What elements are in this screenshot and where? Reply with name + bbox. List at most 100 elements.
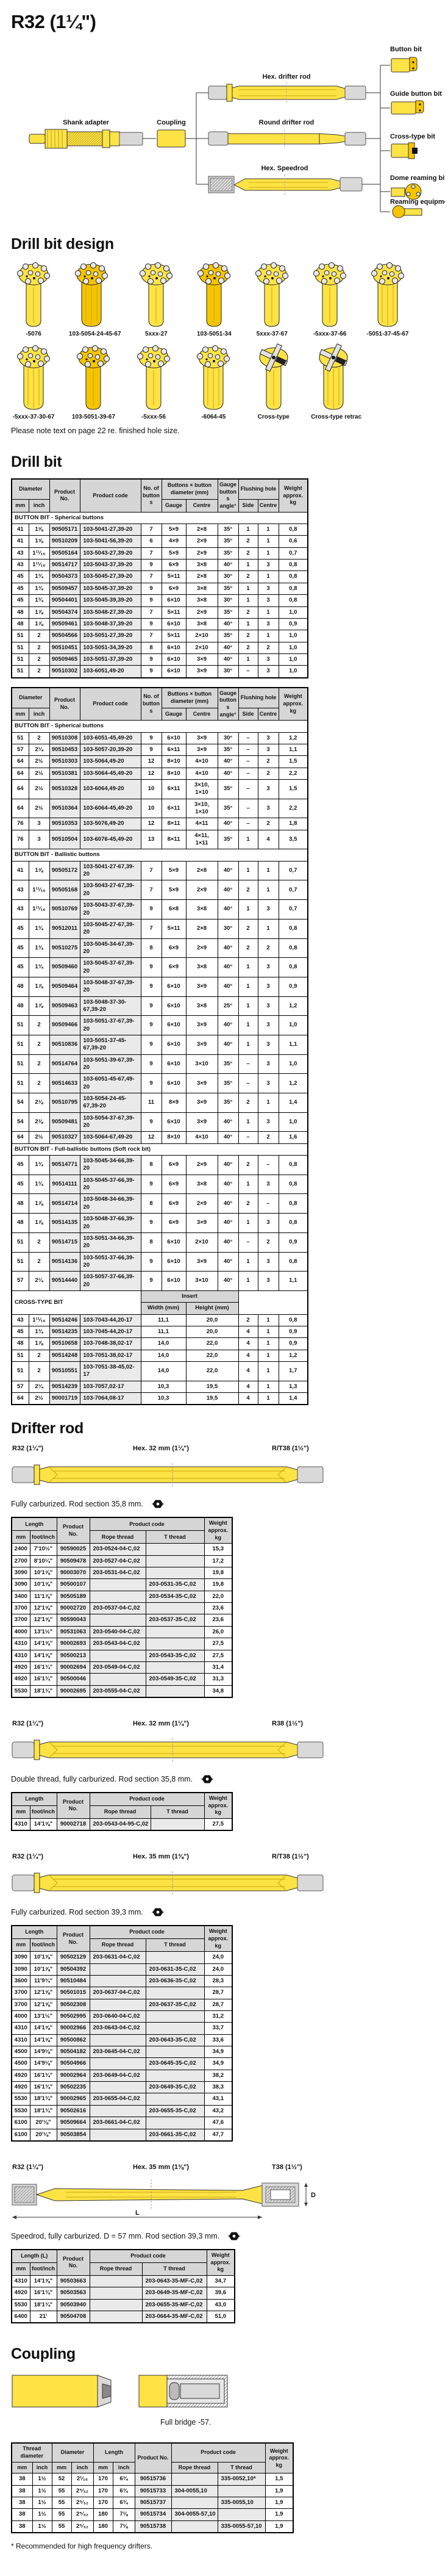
- table-cell: 3×9: [185, 665, 218, 678]
- table-cell: 103-5043-27,39-20: [79, 547, 141, 560]
- table-cell: 103-7057,02-17: [79, 1380, 141, 1394]
- table-row: 51 2 90510308 103-6051-45,49-20 9 6×10 3×9 30° –…: [11, 732, 308, 745]
- data-table: Length (L) Product No. Product code Weight …: [11, 2248, 236, 2324]
- table-cell: 0,8: [278, 1213, 308, 1233]
- table-cell: 30°: [217, 570, 239, 583]
- table-cell: [145, 1987, 205, 1999]
- table-cell: 4×11, 1×11: [185, 829, 218, 850]
- table-cell: –: [238, 767, 258, 780]
- table-cell: 2: [257, 755, 279, 768]
- table-cell: 40°: [217, 1112, 239, 1132]
- table-cell: 2⅛: [28, 1112, 50, 1132]
- column-header: Product code: [89, 2249, 207, 2263]
- table-cell: 5×9: [161, 523, 187, 536]
- table-cell: 3: [257, 582, 279, 595]
- table-cell: 0,7: [278, 547, 308, 560]
- table-cell: 90510353: [49, 818, 80, 830]
- table-cell: 1,9: [265, 2497, 294, 2509]
- table-row: 51 2 90510302 103-6051,49-20 9 6×10 3×9 30° –3 1,…: [11, 665, 308, 678]
- thread-label: R/T38 (1½"): [272, 1853, 309, 1861]
- table-cell: 103-5048-34-66,39-20: [79, 1193, 141, 1214]
- table-cell: 10'1⅝": [29, 1567, 57, 1580]
- drill-bit-table-1: Diameter Product No. Product code No. of bu…: [11, 478, 441, 678]
- table-row: mm inch Gauge Centre Side Centre: [11, 707, 308, 721]
- table-cell: 2×10: [185, 1232, 218, 1253]
- table-cell: 203-0637-04-C,02: [89, 1987, 146, 1999]
- table-cell: 23,6: [204, 1614, 233, 1627]
- column-header: mm: [11, 1805, 30, 1819]
- table-cell: 1,9: [265, 2520, 294, 2533]
- table-cell: 3×9: [185, 732, 218, 745]
- table-cell: 4: [238, 1325, 258, 1339]
- column-header: Buttons × button diameter (mm): [161, 687, 218, 708]
- table-cell: 90002965: [56, 2093, 90, 2106]
- table-cell: 2×9: [185, 880, 218, 901]
- table-cell: Width (mm): [140, 1302, 187, 1315]
- table-cell: 3: [257, 743, 279, 757]
- table-cell: 11,1: [140, 1314, 187, 1326]
- table-cell: 203-0531-04-C,02: [89, 1567, 146, 1580]
- bit-model-label: Cross-type: [257, 414, 290, 420]
- table-cell: 103-5064-45,49-20: [79, 767, 141, 780]
- table-cell: 7: [140, 860, 162, 881]
- table-cell: 103-5041-56,39-20: [79, 535, 141, 548]
- table-cell: 203-0537-35-C,02: [145, 1614, 205, 1627]
- table-cell: 24,0: [204, 1951, 233, 1964]
- table-row: BUTTON BIT - Spherical buttons: [11, 720, 308, 733]
- thread-label: R38 (1½"): [272, 1719, 304, 1727]
- table-cell: 16'1¾": [29, 1673, 57, 1686]
- table-row: 48 1⅞ 90509464 103-5048-37-67,39-20 9 6×10 3×9…: [11, 976, 308, 997]
- table-row: 45 1¾ 90512011 103-5045-27-67,39-20 7 5×11 2×8…: [11, 918, 308, 939]
- table-row: 51 2 90510836 103-5051-37-45-67,39-20 9 6×10 3…: [11, 1034, 308, 1055]
- table-cell: 0,8: [278, 582, 308, 595]
- table-cell: 8×10: [161, 767, 187, 780]
- column-header: Weight approx. kg: [206, 2249, 235, 2276]
- table-cell: [89, 1614, 146, 1627]
- table-cell: 0,8: [278, 1314, 308, 1326]
- section-heading-drifter-rod: Drifter rod: [11, 1420, 84, 1437]
- table-cell: 7: [140, 547, 162, 560]
- table-cell: 6100: [11, 2128, 30, 2142]
- table-cell: 1: [238, 899, 258, 919]
- data-table: Diameter Product No. Product code No. of bu…: [11, 478, 308, 678]
- table-cell: 28,7: [204, 1987, 233, 1999]
- drill-bit-icon: [259, 344, 288, 410]
- table-cell: [89, 2081, 146, 2094]
- table-cell: 51: [11, 1232, 29, 1253]
- table-cell: 2×8: [185, 570, 218, 583]
- drill-bit-figure: -5051-37-45-67: [365, 261, 410, 337]
- table-cell: 2: [238, 547, 258, 560]
- column-header: Diameter: [51, 2442, 94, 2463]
- table-cell: 1,1: [278, 1271, 308, 1291]
- table-cell: 11: [140, 1093, 162, 1113]
- data-table: Length Product No. Product code Weight appr…: [11, 1791, 233, 1832]
- table-cell: 3: [28, 818, 50, 830]
- table-cell: 14,0: [140, 1349, 187, 1362]
- table-cell: 12: [140, 818, 162, 830]
- table-cell: 3×8: [185, 996, 218, 1016]
- table-row: 4310 14'1⅝" 90500213 203-0543-35-C,02 27,5: [11, 1649, 233, 1662]
- rod-thread-labels: R32 (1¼") Hex. 35 mm (1⅜") T38 (1½"): [11, 2164, 340, 2173]
- table-cell: [145, 1951, 205, 1964]
- table-cell: 2: [28, 1073, 50, 1094]
- column-header: Product No.: [56, 2249, 90, 2276]
- table-cell: 3: [257, 1112, 279, 1132]
- table-cell: 1,0: [278, 653, 308, 666]
- table-row: 3700 12'1⅝" 90502308 203-0637-35-C,02 28,7: [11, 1998, 233, 2012]
- table-cell: 3: [257, 1271, 279, 1291]
- table-cell: 30°: [217, 594, 239, 607]
- table-cell: 22,0: [185, 1349, 239, 1362]
- table-cell: 9: [140, 899, 162, 919]
- table-cell: 7: [140, 880, 162, 901]
- table-cell: 103-5051-34-66,39-20: [79, 1232, 141, 1253]
- drill-bit-figure: 5xxx-27: [133, 261, 179, 337]
- table-cell: 1,6: [278, 1131, 308, 1144]
- table-cell: 90515737: [134, 2497, 172, 2509]
- table-cell: 90514771: [49, 1155, 80, 1175]
- table-cell: 43: [11, 880, 29, 901]
- table-cell: 90502235: [56, 2081, 90, 2094]
- table-row: Diameter Product No. Product code No. of bu…: [11, 687, 308, 721]
- table-cell: [145, 2117, 205, 2129]
- table-cell: 1,2: [278, 996, 308, 1016]
- table-cell: 103-6051-45,49-20: [79, 732, 141, 745]
